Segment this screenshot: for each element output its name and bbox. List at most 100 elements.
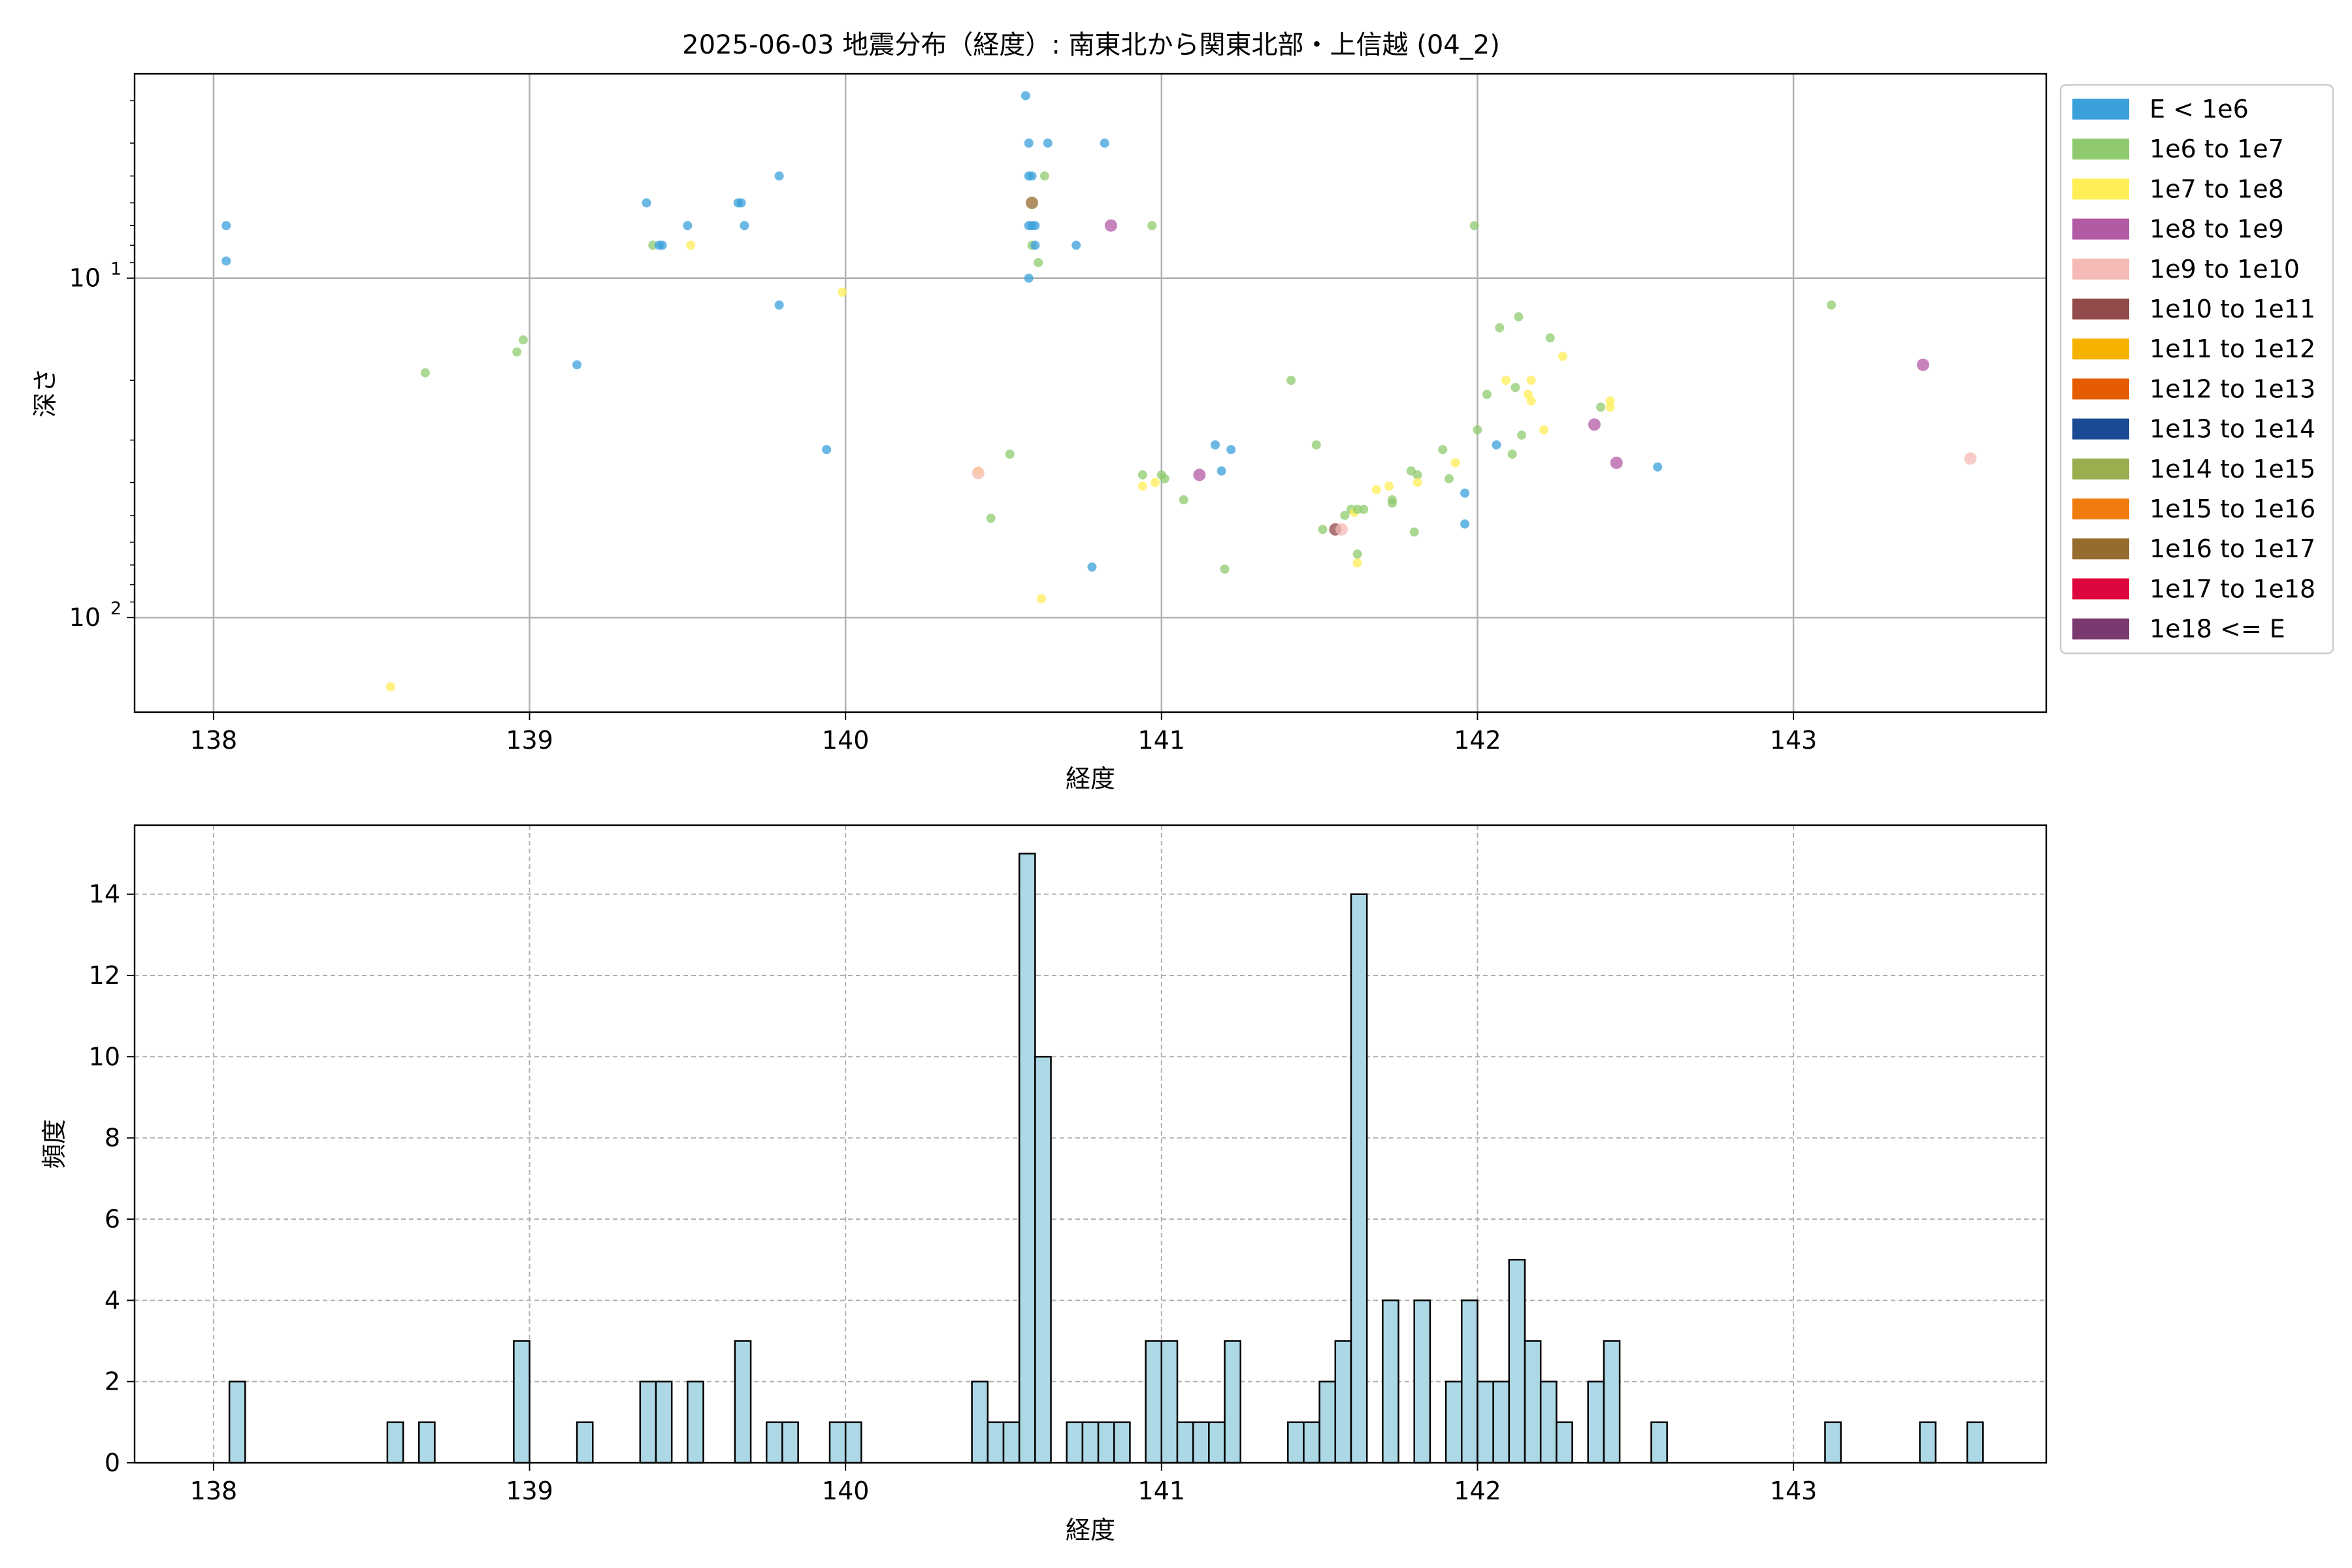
histogram-bar [1018, 853, 1036, 1464]
histogram-x-tick-label: 142 [1454, 1477, 1501, 1505]
histogram-bar [1492, 1380, 1511, 1464]
scatter-point [1460, 519, 1470, 529]
scatter-point [1916, 358, 1929, 371]
scatter-point [1024, 139, 1034, 148]
scatter-x-tick-label: 143 [1770, 726, 1818, 755]
scatter-y-axis-label: 深さ [31, 368, 59, 417]
scatter-point [683, 221, 693, 231]
legend-entry-label: 1e14 to 1e15 [2149, 455, 2315, 483]
scatter-point [1438, 445, 1448, 455]
legend-entry-label: 1e11 to 1e12 [2149, 335, 2315, 363]
scatter-point [1027, 171, 1037, 181]
legend-entry-label: 1e10 to 1e11 [2149, 295, 2315, 323]
legend-swatch [2072, 618, 2129, 640]
scatter-point [1005, 449, 1015, 459]
histogram-bar [1824, 1421, 1842, 1464]
legend-entry-label: 1e12 to 1e13 [2149, 374, 2315, 403]
histogram-bar [1066, 1421, 1084, 1464]
histogram-bar [987, 1421, 1005, 1464]
scatter-point [1311, 440, 1321, 449]
histogram-bar [1650, 1421, 1668, 1464]
histogram-bar [1334, 1340, 1352, 1464]
scatter-point [1359, 504, 1369, 514]
scatter-point [1482, 389, 1492, 399]
histogram-bar [513, 1340, 531, 1464]
histogram-bar [1477, 1380, 1494, 1464]
histogram-x-axis-label: 経度 [1066, 1516, 1115, 1544]
scatter-point [1147, 221, 1157, 231]
scatter-point [822, 445, 832, 455]
histogram-bar [1539, 1380, 1558, 1464]
histogram-bar [1097, 1421, 1115, 1464]
scatter-point [512, 347, 522, 357]
scatter-point [572, 360, 582, 370]
scatter-point [420, 368, 430, 378]
scatter-point [1193, 468, 1206, 482]
histogram-bar [228, 1380, 246, 1464]
scatter-point [740, 221, 749, 231]
histogram-y-axis-label: 頻度 [40, 1119, 69, 1169]
scatter-point [1352, 504, 1362, 514]
scatter-point [1444, 474, 1454, 483]
scatter-y-tick-label: 10 [69, 603, 101, 632]
legend-entry-label: 1e8 to 1e9 [2149, 215, 2284, 244]
scatter-point [648, 240, 658, 250]
legend-swatch [2072, 378, 2129, 400]
scatter-point [1087, 562, 1097, 572]
histogram-bar [687, 1380, 704, 1464]
histogram-bar [1350, 893, 1368, 1464]
histogram-y-tick-label: 6 [105, 1205, 120, 1233]
scatter-point [1450, 458, 1460, 468]
legend-entry-label: 1e15 to 1e16 [2149, 495, 2315, 523]
histogram-bar [1587, 1380, 1605, 1464]
histogram-y-tick-label: 12 [89, 961, 120, 990]
scatter-point [1037, 594, 1047, 604]
scatter-point [1610, 456, 1623, 469]
histogram-bar [1919, 1421, 1936, 1464]
legend-swatch [2072, 338, 2129, 360]
scatter-point [1137, 470, 1147, 480]
histogram-bar [386, 1421, 404, 1464]
scatter-point [642, 198, 651, 208]
scatter-point [1137, 482, 1147, 491]
scatter-point [1352, 549, 1362, 559]
legend-swatch [2072, 498, 2129, 519]
histogram-bar [1461, 1299, 1478, 1464]
histogram-bar [1192, 1421, 1210, 1464]
histogram-bar [734, 1340, 752, 1464]
scatter-point [221, 256, 231, 266]
scatter-frame [133, 73, 2048, 713]
scatter-y-tick-exponent: 2 [110, 598, 122, 619]
histogram-bars [228, 853, 1984, 1464]
scatter-point [1030, 221, 1040, 231]
histogram-y-tick-label: 8 [105, 1124, 120, 1152]
legend-entry-label: 1e7 to 1e8 [2149, 174, 2284, 203]
scatter-point [1286, 376, 1296, 385]
legend-swatch [2072, 538, 2129, 560]
scatter-point [1517, 430, 1527, 440]
scatter-point [1596, 402, 1606, 412]
scatter-x-tick-label: 140 [822, 726, 870, 755]
scatter-plot-area [135, 74, 2046, 712]
histogram-bar [1034, 1056, 1052, 1464]
scatter-point [972, 466, 985, 480]
legend-swatch [2072, 299, 2129, 319]
scatter-point [1514, 312, 1524, 321]
histogram-bar [1508, 1258, 1526, 1464]
histogram-bar [971, 1380, 989, 1464]
scatter-point [1413, 470, 1422, 480]
scatter-point [1473, 425, 1482, 435]
scatter-y-tick-exponent: 1 [110, 259, 122, 280]
scatter-x-tick-label: 142 [1454, 726, 1501, 755]
histogram-y-tick-label: 4 [105, 1286, 120, 1315]
scatter-point [1043, 139, 1053, 148]
legend-entry-label: 1e16 to 1e17 [2149, 534, 2315, 563]
scatter-point [1151, 478, 1160, 487]
histogram-bar [781, 1421, 799, 1464]
scatter-points [221, 91, 1977, 692]
scatter-point [385, 682, 395, 692]
scatter-point [1409, 527, 1419, 537]
legend-swatch [2072, 418, 2129, 440]
scatter-x-tick-label: 138 [190, 726, 238, 755]
scatter-point [1501, 376, 1511, 385]
